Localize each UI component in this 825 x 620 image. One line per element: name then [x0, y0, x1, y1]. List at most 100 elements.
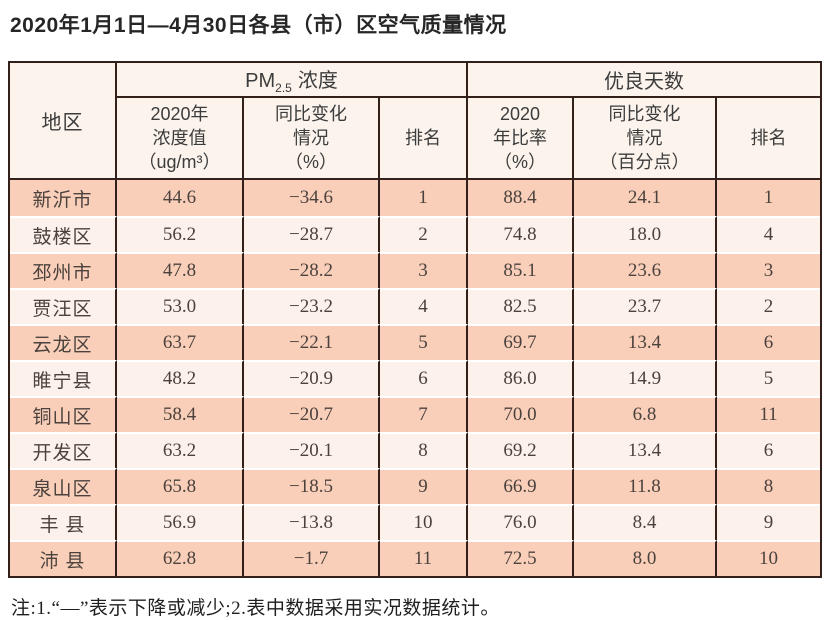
cell-pm-rank: 8 — [380, 432, 468, 468]
cell-good-rank: 6 — [717, 432, 821, 468]
cell-pm-rank: 10 — [380, 504, 468, 540]
cell-good-change: 6.8 — [574, 396, 717, 432]
cell-pm-rank: 5 — [380, 324, 468, 360]
cell-good-change: 11.8 — [574, 468, 717, 504]
cell-pm-value: 47.8 — [117, 252, 244, 288]
cell-region: 沛 县 — [10, 540, 117, 576]
cell-region: 云龙区 — [10, 324, 117, 360]
table-row: 邳州市 47.8 −28.2 3 85.1 23.6 3 — [10, 252, 821, 288]
table-row: 丰 县 56.9 −13.8 10 76.0 8.4 9 — [10, 504, 821, 540]
cell-pm-value: 62.8 — [117, 540, 244, 576]
table-row: 沛 县 62.8 −1.7 11 72.5 8.0 10 — [10, 540, 821, 576]
cell-pm-rank: 1 — [380, 180, 468, 216]
air-quality-table: 地区 PM2.5 浓度 优良天数 2020年 浓度值 （ug/m³） 同比变化 情… — [8, 61, 823, 578]
table-row: 开发区 63.2 −20.1 8 69.2 13.4 6 — [10, 432, 821, 468]
pm25-subscript: 2.5 — [275, 81, 292, 95]
cell-good-rank: 1 — [717, 180, 821, 216]
cell-region: 贾汪区 — [10, 288, 117, 324]
cell-pm-value: 53.0 — [117, 288, 244, 324]
cell-pm-rank: 6 — [380, 360, 468, 396]
cell-good-rank: 4 — [717, 216, 821, 252]
cell-region: 鼓楼区 — [10, 216, 117, 252]
cell-pm-rank: 3 — [380, 252, 468, 288]
cell-pm-value: 65.8 — [117, 468, 244, 504]
cell-good-rate: 76.0 — [468, 504, 574, 540]
column-header-pm-change: 同比变化 情况 （%） — [244, 98, 380, 180]
cell-pm-value: 56.9 — [117, 504, 244, 540]
cell-pm-rank: 11 — [380, 540, 468, 576]
table-body: 新沂市 44.6 −34.6 1 88.4 24.1 1 鼓楼区 56.2 −2… — [10, 180, 821, 576]
cell-pm-change: −22.1 — [244, 324, 380, 360]
cell-good-rank: 9 — [717, 504, 821, 540]
cell-pm-change: −18.5 — [244, 468, 380, 504]
cell-good-rank: 2 — [717, 288, 821, 324]
cell-region: 睢宁县 — [10, 360, 117, 396]
cell-region: 开发区 — [10, 432, 117, 468]
cell-good-rank: 11 — [717, 396, 821, 432]
group-header-pm25: PM2.5 浓度 — [117, 63, 468, 98]
column-header-good-rate: 2020 年比率 （%） — [468, 98, 574, 180]
footnote: 注:1.“—”表示下降或减少;2.表中数据采用实况数据统计。 — [11, 598, 500, 619]
cell-region: 邳州市 — [10, 252, 117, 288]
cell-pm-rank: 2 — [380, 216, 468, 252]
table-row: 铜山区 58.4 −20.7 7 70.0 6.8 11 — [10, 396, 821, 432]
cell-good-rank: 8 — [717, 468, 821, 504]
header-sub-row: 2020年 浓度值 （ug/m³） 同比变化 情况 （%） 排名 2020 年比… — [10, 98, 821, 180]
cell-pm-change: −28.2 — [244, 252, 380, 288]
group-header-good-days: 优良天数 — [468, 63, 821, 98]
cell-good-change: 8.0 — [574, 540, 717, 576]
cell-pm-value: 58.4 — [117, 396, 244, 432]
cell-good-rank: 3 — [717, 252, 821, 288]
cell-region: 新沂市 — [10, 180, 117, 216]
column-header-pm-value: 2020年 浓度值 （ug/m³） — [117, 98, 244, 180]
cell-good-rate: 85.1 — [468, 252, 574, 288]
cell-pm-change: −23.2 — [244, 288, 380, 324]
cell-good-rate: 69.7 — [468, 324, 574, 360]
cell-pm-rank: 9 — [380, 468, 468, 504]
cell-pm-change: −13.8 — [244, 504, 380, 540]
table-header: 地区 PM2.5 浓度 优良天数 2020年 浓度值 （ug/m³） 同比变化 情… — [10, 63, 821, 180]
cell-region: 铜山区 — [10, 396, 117, 432]
cell-good-rate: 69.2 — [468, 432, 574, 468]
cell-good-rank: 6 — [717, 324, 821, 360]
cell-pm-change: −34.6 — [244, 180, 380, 216]
cell-pm-change: −1.7 — [244, 540, 380, 576]
pm25-suffix: 浓度 — [297, 70, 338, 92]
cell-good-change: 24.1 — [574, 180, 717, 216]
cell-good-rate: 72.5 — [468, 540, 574, 576]
cell-good-rank: 10 — [717, 540, 821, 576]
column-header-good-change: 同比变化 情况 （百分点） — [574, 98, 717, 180]
cell-good-change: 13.4 — [574, 432, 717, 468]
cell-region: 丰 县 — [10, 504, 117, 540]
cell-good-rate: 82.5 — [468, 288, 574, 324]
cell-good-rate: 86.0 — [468, 360, 574, 396]
cell-pm-change: −20.9 — [244, 360, 380, 396]
header-group-row: 地区 PM2.5 浓度 优良天数 — [10, 63, 821, 180]
cell-good-change: 23.6 — [574, 252, 717, 288]
column-header-pm-rank: 排名 — [380, 98, 468, 180]
cell-pm-change: −20.7 — [244, 396, 380, 432]
page-title: 2020年1月1日—4月30日各县（市）区空气质量情况 — [10, 14, 507, 37]
cell-pm-value: 63.7 — [117, 324, 244, 360]
cell-good-rate: 88.4 — [468, 180, 574, 216]
table-row: 云龙区 63.7 −22.1 5 69.7 13.4 6 — [10, 324, 821, 360]
table-row: 新沂市 44.6 −34.6 1 88.4 24.1 1 — [10, 180, 821, 216]
table-row: 鼓楼区 56.2 −28.7 2 74.8 18.0 4 — [10, 216, 821, 252]
pm25-prefix: PM — [245, 70, 276, 92]
cell-pm-value: 44.6 — [117, 180, 244, 216]
cell-good-change: 13.4 — [574, 324, 717, 360]
cell-good-rate: 74.8 — [468, 216, 574, 252]
cell-good-change: 18.0 — [574, 216, 717, 252]
cell-pm-value: 48.2 — [117, 360, 244, 396]
cell-region: 泉山区 — [10, 468, 117, 504]
cell-pm-value: 56.2 — [117, 216, 244, 252]
cell-good-change: 23.7 — [574, 288, 717, 324]
column-header-region: 地区 — [10, 63, 117, 180]
cell-pm-change: −20.1 — [244, 432, 380, 468]
cell-good-rate: 66.9 — [468, 468, 574, 504]
column-header-good-rank: 排名 — [717, 98, 821, 180]
table-row: 睢宁县 48.2 −20.9 6 86.0 14.9 5 — [10, 360, 821, 396]
cell-pm-rank: 4 — [380, 288, 468, 324]
table-row: 贾汪区 53.0 −23.2 4 82.5 23.7 2 — [10, 288, 821, 324]
